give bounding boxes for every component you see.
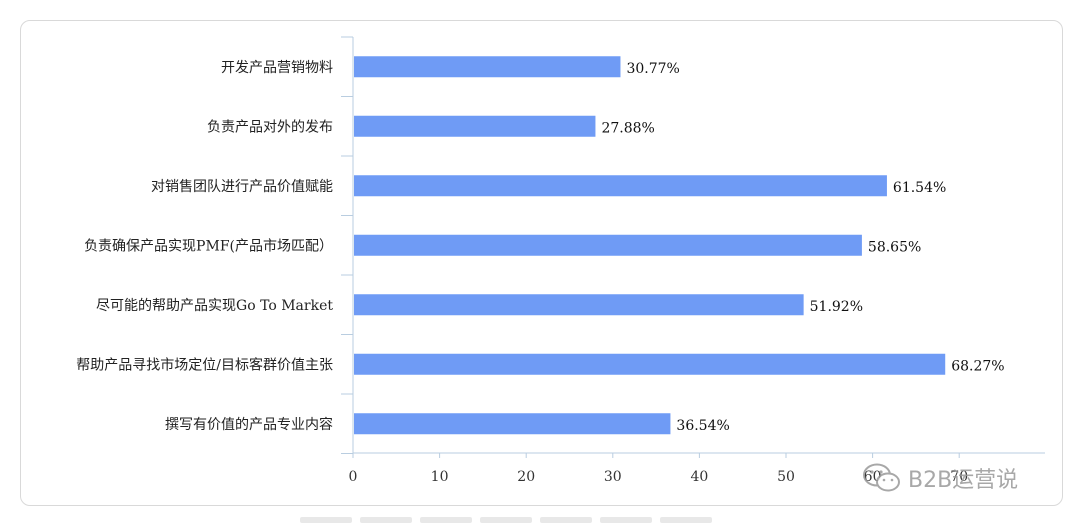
data-label: 61.54% [893, 180, 946, 196]
category-label: 负责产品对外的发布 [207, 119, 333, 135]
data-label: 30.77% [626, 61, 679, 77]
category-label: 对销售团队进行产品价值赋能 [151, 179, 333, 195]
data-label: 36.54% [676, 418, 729, 434]
category-label: 开发产品营销物料 [221, 60, 333, 76]
bar [354, 234, 862, 256]
bottom-strip [300, 517, 712, 523]
x-tick-label: 0 [349, 469, 358, 485]
watermark: B2B运营说 [862, 460, 1018, 496]
bar [354, 294, 804, 316]
x-tick-label: 40 [690, 469, 708, 485]
x-tick-label: 70 [950, 469, 968, 485]
category-label: 负责确保产品实现PMF(产品市场匹配） [84, 237, 333, 254]
category-label: 撰写有价值的产品专业内容 [165, 416, 333, 433]
data-label: 51.92% [810, 299, 863, 315]
bar [354, 56, 621, 78]
data-label: 27.88% [601, 120, 654, 136]
data-label: 68.27% [951, 358, 1004, 374]
x-tick-label: 20 [517, 469, 535, 485]
wechat-icon [863, 463, 900, 492]
bar [354, 175, 887, 197]
data-label: 58.65% [868, 239, 921, 255]
x-tick-label: 30 [604, 469, 622, 485]
category-label: 帮助产品寻找市场定位/目标客群价值主张 [76, 356, 333, 373]
watermark-text: B2B运营说 [908, 468, 1019, 493]
x-tick-label: 50 [777, 469, 795, 485]
bar [354, 115, 596, 137]
bar [354, 353, 946, 375]
category-label: 尽可能的帮助产品实现Go To Market [96, 298, 333, 314]
bar [354, 413, 671, 435]
x-tick-label: 10 [431, 469, 449, 485]
